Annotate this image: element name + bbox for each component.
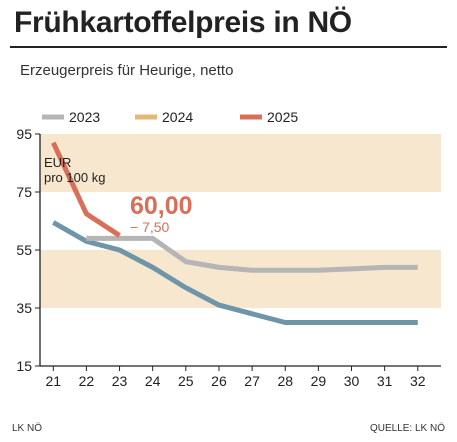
annotation-change: − 7,50 [130, 219, 170, 235]
x-tick-label: 23 [112, 373, 128, 389]
unit-label-line1: EUR [44, 155, 71, 170]
x-axis-ticks: 21 22 23 24 25 26 27 28 29 30 31 32 [45, 366, 426, 389]
y-axis-ticks: 15 35 55 75 95 [16, 126, 40, 374]
x-tick-label: 32 [410, 373, 426, 389]
x-tick-label: 27 [244, 373, 260, 389]
series-lines [51, 141, 418, 325]
legend-label-2023: 2023 [69, 109, 100, 125]
chart-subtitle: Erzeugerpreis für Heurige, netto [20, 62, 234, 79]
annotation-value: 60,00 [130, 192, 193, 220]
y-tick-label: 75 [16, 184, 32, 200]
x-tick-label: 25 [178, 373, 194, 389]
x-tick-label: 30 [344, 373, 360, 389]
band-0 [40, 250, 441, 308]
x-tick-label: 22 [79, 373, 95, 389]
x-tick-label: 26 [211, 373, 227, 389]
footer-source: QUELLE: LK NÖ [369, 423, 445, 434]
unit-label-line2: pro 100 kg [44, 170, 105, 185]
x-tick-label: 28 [277, 373, 293, 389]
legend-label-2025: 2025 [267, 109, 298, 125]
band-1 [40, 134, 441, 192]
shaded-bands [40, 134, 441, 308]
series-line-2024 [52, 220, 418, 325]
y-tick-label: 15 [16, 358, 32, 374]
x-tick-label: 31 [377, 373, 393, 389]
legend-label-2024: 2024 [162, 109, 193, 125]
x-tick-label: 24 [145, 373, 161, 389]
x-tick-label: 21 [45, 373, 61, 389]
y-tick-label: 55 [16, 242, 32, 258]
x-tick-label: 29 [311, 373, 327, 389]
y-tick-label: 35 [16, 300, 32, 316]
legend: 2023 2024 2025 [42, 109, 298, 125]
y-tick-label: 95 [16, 126, 32, 142]
chart-title: Frühkartoffelpreis in NÖ [14, 6, 352, 39]
footer-left: LK NÖ [12, 423, 43, 434]
title-rule [10, 46, 447, 48]
